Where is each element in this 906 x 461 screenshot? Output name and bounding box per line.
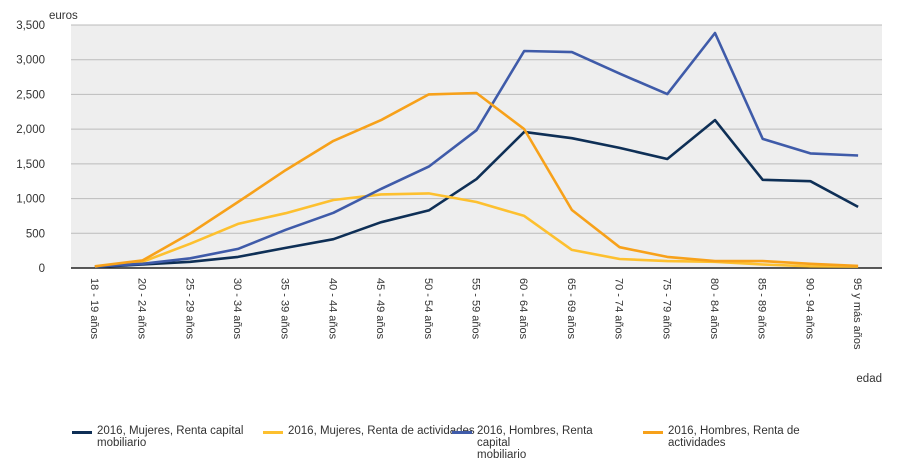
legend-item[interactable]: 2016, Mujeres, Renta de actividades <box>263 425 478 437</box>
x-tick-label: 65 - 69 años <box>565 278 577 340</box>
x-tick-label: 35 - 39 años <box>279 278 291 340</box>
y-tick-label: 1,000 <box>16 194 45 206</box>
x-tick-label: 60 - 64 años <box>517 278 529 340</box>
legend: 2016, Mujeres, Renta capital mobiliario 20… <box>72 425 872 461</box>
legend-swatch <box>452 431 472 434</box>
x-tick-label: 25 - 29 años <box>183 278 195 340</box>
x-tick-label: 55 - 59 años <box>470 278 482 340</box>
legend-label: 2016, Mujeres, Renta de actividades <box>288 425 478 437</box>
legend-label-line: 2016, Mujeres, Renta capital <box>97 425 244 437</box>
y-tick-label: 500 <box>26 228 45 240</box>
x-tick-label: 50 - 54 años <box>422 278 434 340</box>
y-tick-label: 2,500 <box>16 89 45 101</box>
legend-swatch <box>643 431 663 434</box>
y-axis-title: euros <box>49 10 78 22</box>
legend-label: 2016, Hombres, Renta capital mobiliario <box>477 425 627 461</box>
legend-label: 2016, Hombres, Renta de actividades <box>668 425 858 449</box>
y-tick-label: 2,000 <box>16 124 45 136</box>
legend-item[interactable]: 2016, Hombres, Renta capital mobiliario <box>452 425 627 461</box>
x-tick-label: 18 - 19 años <box>88 278 100 340</box>
legend-label-line: mobiliario <box>97 437 147 449</box>
y-axis-ticks: 0 500 1,000 1,500 2,000 2,500 3,000 3,500 <box>16 20 45 275</box>
y-tick-label: 0 <box>39 263 45 275</box>
x-axis-ticks: 18 - 19 años 20 - 24 años 25 - 29 años 30 -… <box>88 278 863 350</box>
x-tick-label: 90 - 94 años <box>803 278 815 340</box>
plot-area <box>71 25 882 268</box>
legend-label: 2016, Mujeres, Renta capital mobiliario <box>97 425 247 449</box>
x-tick-label: 75 - 79 años <box>660 278 672 340</box>
legend-label-line: 2016, Hombres, Renta capital <box>477 425 593 449</box>
y-tick-label: 1,500 <box>16 159 45 171</box>
x-tick-label: 85 - 89 años <box>756 278 768 340</box>
line-chart: 0 500 1,000 1,500 2,000 2,500 3,000 3,500 18 - … <box>16 10 882 385</box>
legend-label-line: 2016, Mujeres, Renta de actividades <box>288 425 475 437</box>
x-tick-label: 70 - 74 años <box>613 278 625 340</box>
legend-item[interactable]: 2016, Mujeres, Renta capital mobiliario <box>72 425 247 449</box>
x-axis-title: edad <box>856 373 882 385</box>
x-tick-label: 45 - 49 años <box>374 278 386 340</box>
x-tick-label: 20 - 24 años <box>136 278 148 340</box>
x-tick-label: 40 - 44 años <box>326 278 338 340</box>
x-tick-label: 95 y más años <box>851 278 863 350</box>
y-tick-label: 3,000 <box>16 55 45 67</box>
legend-swatch <box>263 431 283 434</box>
x-tick-label: 30 - 34 años <box>231 278 243 340</box>
legend-label-line: 2016, Hombres, Renta de actividades <box>668 425 800 449</box>
legend-item[interactable]: 2016, Hombres, Renta de actividades <box>643 425 858 449</box>
gridlines <box>71 24 882 234</box>
y-tick-label: 3,500 <box>16 20 45 32</box>
legend-label-line: mobiliario <box>477 449 527 461</box>
series-lines <box>94 31 859 269</box>
x-tick-label: 80 - 84 años <box>708 278 720 340</box>
legend-swatch <box>72 431 92 434</box>
